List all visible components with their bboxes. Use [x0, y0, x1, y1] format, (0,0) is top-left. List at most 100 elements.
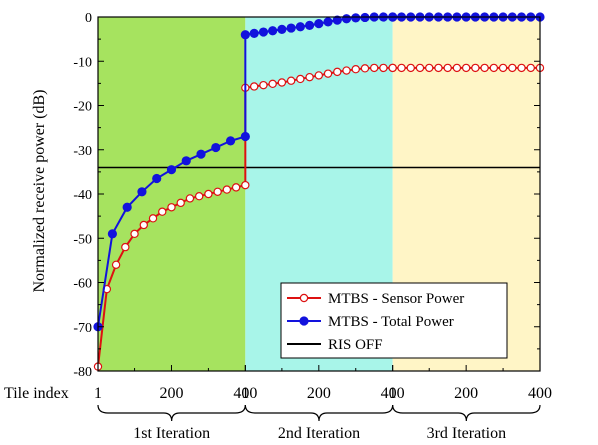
total-power-point: [249, 28, 259, 38]
sensor-power-point: [130, 229, 139, 239]
sensor-power-point: [425, 63, 434, 73]
sensor-power-point: [185, 194, 195, 203]
sensor-power-point: [508, 63, 517, 73]
sensor-power-point: [148, 214, 158, 223]
sensor-power-point: [176, 198, 185, 208]
y-tick-label: -80: [73, 365, 92, 380]
total-power-point: [107, 229, 118, 239]
sensor-power-point: [268, 79, 277, 89]
x-tick-label: 200: [307, 385, 331, 402]
iteration-brace: [244, 404, 394, 422]
total-power-point: [152, 173, 162, 184]
total-power-point: [225, 136, 236, 146]
total-power-point: [351, 13, 361, 23]
total-power-point: [181, 156, 191, 166]
sensor-power-point: [222, 185, 232, 194]
legend-label: MTBS - Total Power: [328, 314, 454, 330]
y-tick-label: -50: [73, 232, 92, 247]
region-1: [98, 17, 246, 371]
total-power-point: [286, 23, 296, 33]
sensor-power-point: [379, 63, 388, 73]
sensor-power-point: [342, 66, 351, 75]
sensor-power-point: [323, 69, 333, 78]
sensor-power-point: [526, 63, 535, 73]
y-tick-label: -40: [73, 188, 92, 203]
sensor-power-point: [388, 63, 397, 73]
sensor-power-point: [314, 71, 324, 80]
legend: MTBS - Sensor Power MTBS - Total Power RIS…: [280, 282, 508, 359]
sensor-power-point: [360, 64, 370, 73]
x-axis: Tile index 1 200 400 1st Iteration 1 200 400 2nd…: [4, 365, 552, 442]
legend-label: MTBS - Sensor Power: [328, 291, 464, 307]
legend-swatch-marker: [299, 316, 309, 326]
x-tick-label: 1: [241, 385, 249, 402]
sensor-power-point: [471, 63, 480, 73]
total-power-point: [211, 142, 221, 153]
legend-swatch-marker: [299, 293, 309, 303]
sensor-power-point: [194, 192, 204, 201]
total-power-point: [332, 15, 342, 25]
sensor-power-point: [121, 242, 130, 252]
sensor-power-point: [434, 63, 443, 73]
iteration-label: 2nd Iteration: [278, 425, 360, 442]
x-tick-label: 200: [159, 385, 183, 402]
x-tick-label: 400: [381, 385, 405, 402]
total-power-point: [341, 14, 352, 24]
x-tick-label: 400: [528, 385, 552, 402]
legend-label: RIS OFF: [328, 337, 383, 353]
total-power-point: [122, 202, 132, 212]
sensor-power-point: [167, 203, 176, 212]
y-axis-label: Normalized receive power (dB): [31, 89, 48, 292]
sensor-power-point: [351, 65, 360, 74]
total-power-point: [314, 19, 324, 29]
x-tick-label: 1: [94, 385, 102, 402]
sensor-power-point: [213, 187, 222, 196]
total-power-point: [304, 20, 315, 31]
total-power-point: [323, 17, 333, 27]
sensor-power-point: [452, 63, 462, 73]
sensor-power-point: [204, 189, 213, 199]
total-power-point: [196, 149, 206, 159]
sensor-power-point: [480, 63, 489, 73]
sensor-power-point: [259, 80, 268, 90]
x-tick-label: 200: [454, 385, 478, 402]
sensor-power-point: [305, 72, 314, 82]
sensor-power-point: [241, 180, 250, 190]
sensor-power-point: [277, 78, 287, 87]
total-power-point: [137, 187, 147, 197]
y-tick-label: -70: [73, 321, 92, 336]
total-power-point: [258, 27, 269, 37]
iteration-brace: [97, 404, 246, 422]
y-tick-label: -60: [73, 277, 92, 292]
total-power-point: [295, 22, 305, 32]
total-power-point: [166, 165, 177, 175]
y-tick-label: -20: [73, 100, 92, 115]
y-tick-label: -30: [73, 144, 92, 159]
total-power-point: [240, 131, 250, 142]
sensor-power-point: [461, 63, 471, 73]
iteration-label: 3rd Iteration: [427, 425, 507, 442]
sensor-power-point: [249, 82, 259, 91]
sensor-power-point: [139, 220, 148, 230]
sensor-power-point: [158, 207, 167, 216]
x-tick-label: 1: [389, 385, 397, 402]
sensor-power-point: [286, 76, 296, 85]
sensor-power-point: [333, 67, 342, 77]
y-tick-label: 0: [85, 11, 92, 26]
y-axis: 0 -10 -20 -30 -40 -50 -60 -70 -80: [73, 11, 540, 380]
iteration-brace: [392, 404, 541, 422]
total-power-point: [268, 26, 278, 36]
sensor-power-point: [397, 63, 406, 73]
total-power-point: [240, 30, 250, 40]
x-tick-label: 400: [233, 385, 257, 402]
series: [93, 12, 545, 371]
sensor-power-point: [111, 260, 121, 269]
sensor-power-point: [231, 183, 241, 192]
iteration-label: 1st Iteration: [133, 425, 210, 442]
sensor-power-point: [406, 63, 415, 73]
sensor-power-point: [415, 63, 425, 73]
total-power-point: [277, 24, 287, 34]
x-axis-label: Tile index: [4, 385, 69, 402]
sensor-power-point: [443, 63, 452, 73]
